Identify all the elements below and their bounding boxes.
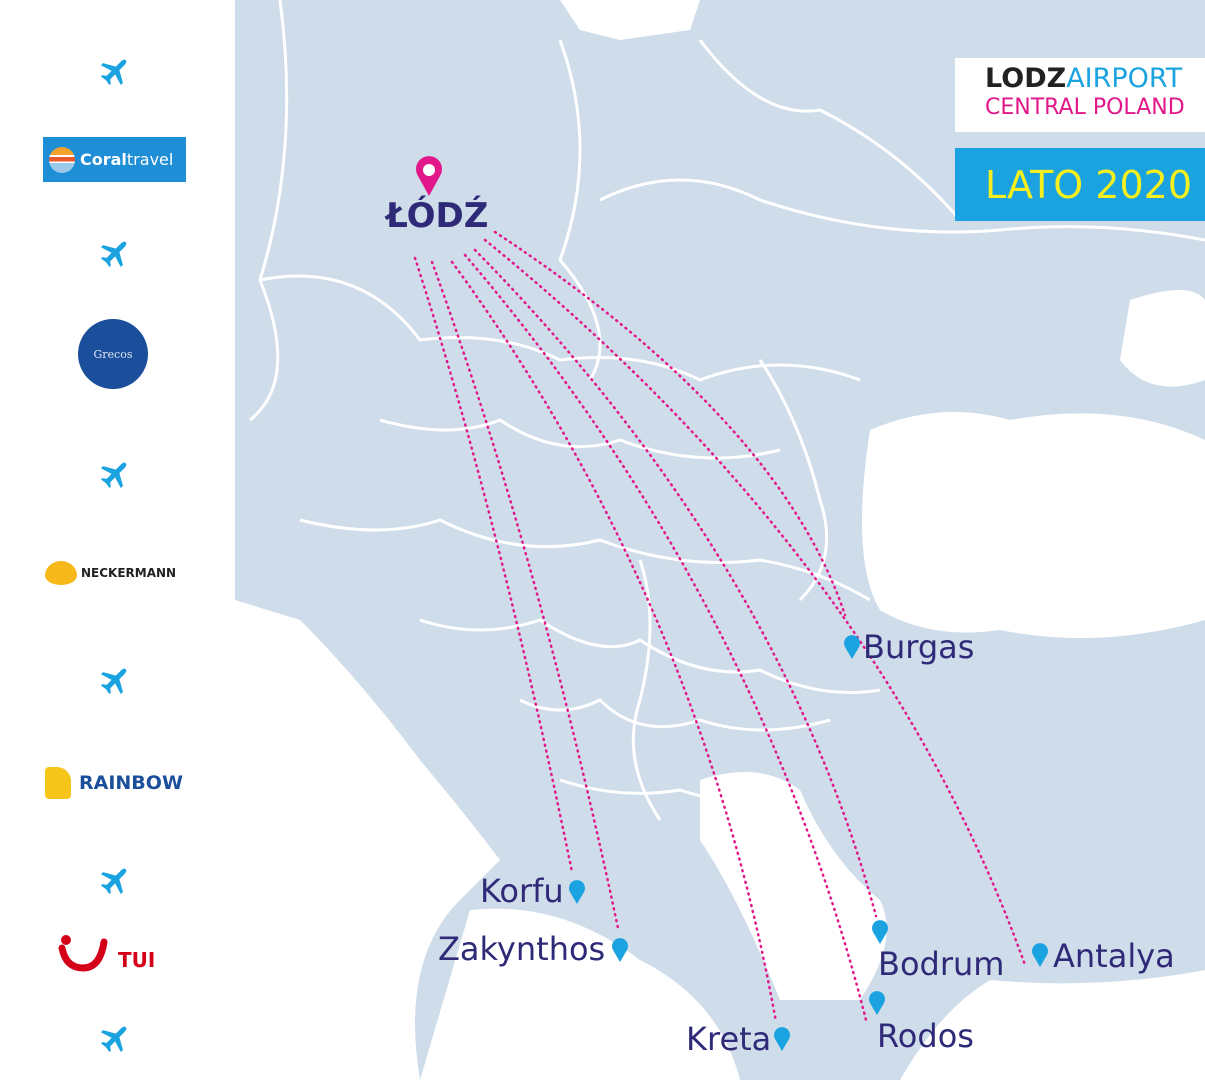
destination-pins bbox=[569, 635, 1048, 1051]
brand-airport: AIRPORT bbox=[1066, 63, 1183, 94]
route-korfu bbox=[413, 256, 574, 874]
rainbow-logo: RAINBOW bbox=[45, 766, 190, 800]
destination-burgas: Burgas bbox=[863, 628, 975, 666]
coral-travel-logo: Coral travel bbox=[43, 137, 186, 182]
flight-routes bbox=[413, 230, 1027, 1024]
location-pin-icon bbox=[774, 1027, 790, 1051]
map-pin-icon bbox=[416, 156, 442, 196]
destination-kreta: Kreta bbox=[686, 1020, 772, 1058]
season-banner: LATO 2020 bbox=[955, 148, 1205, 221]
route-burgas bbox=[493, 230, 847, 617]
tui-smile-icon bbox=[58, 935, 108, 972]
borders bbox=[249, 0, 1205, 821]
brand-subtitle: CENTRAL POLAND bbox=[985, 95, 1185, 120]
location-pin-icon bbox=[569, 880, 585, 904]
location-pin-icon bbox=[1032, 943, 1048, 967]
location-pin-icon bbox=[869, 991, 885, 1015]
rainbow-r-icon bbox=[45, 767, 71, 799]
route-zakynthos bbox=[430, 260, 620, 930]
destination-rodos: Rodos bbox=[877, 1017, 974, 1055]
airplane-icon bbox=[100, 668, 127, 695]
destination-bodrum: Bodrum bbox=[878, 945, 1005, 983]
brand-lodz: LODZ bbox=[985, 63, 1067, 94]
seas bbox=[235, 0, 1205, 1080]
destination-antalya: Antalya bbox=[1053, 937, 1175, 975]
location-pin-icon bbox=[844, 635, 860, 659]
airplane-icon bbox=[100, 241, 127, 268]
neckermann-text: NECKERMANN bbox=[81, 566, 177, 580]
heart-icon bbox=[45, 561, 77, 585]
rainbow-text: RAINBOW bbox=[79, 772, 183, 794]
grecos-logo: Grecos bbox=[78, 319, 148, 389]
airplane-icon bbox=[100, 59, 127, 86]
coral-bold: Coral bbox=[80, 150, 127, 169]
neckermann-logo: NECKERMANN bbox=[45, 558, 190, 588]
route-kreta bbox=[450, 260, 778, 1024]
route-bodrum bbox=[473, 248, 878, 918]
destination-zakynthos: Zakynthos bbox=[438, 930, 606, 968]
coral-sun-icon bbox=[49, 146, 75, 173]
origin-label: ŁÓDŹ bbox=[386, 196, 489, 236]
route-antalya bbox=[483, 238, 1027, 967]
grecos-text: Grecos bbox=[93, 347, 133, 361]
destination-korfu: Korfu bbox=[480, 872, 564, 910]
tui-logo: TUI bbox=[58, 930, 168, 972]
airplane-icon bbox=[100, 868, 127, 895]
tui-text: TUI bbox=[118, 948, 156, 972]
location-pin-icon bbox=[872, 920, 888, 944]
airplane-icon bbox=[100, 1026, 127, 1053]
tour-operators-sidebar: Coral travel Grecos NECKERMANN RAINBOW TU… bbox=[0, 0, 235, 1080]
location-pin-icon bbox=[612, 938, 628, 962]
lodz-airport-logo: LODZAIRPORT CENTRAL POLAND bbox=[955, 58, 1205, 132]
airplane-icon bbox=[100, 462, 127, 489]
coral-light: travel bbox=[126, 150, 174, 169]
